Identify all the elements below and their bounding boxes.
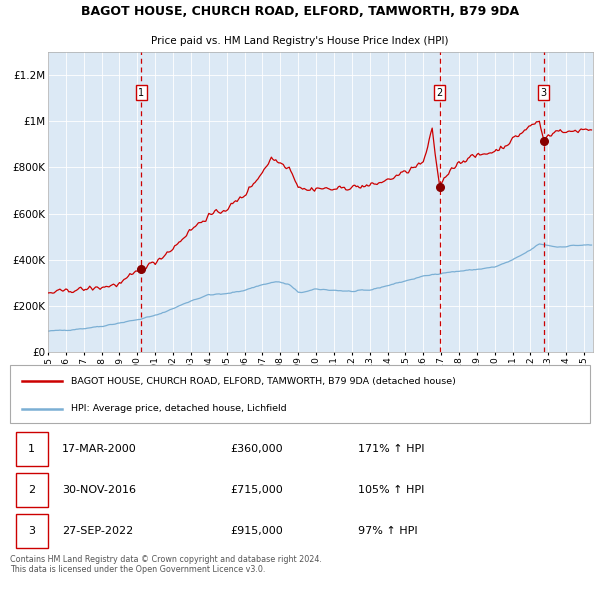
Text: £715,000: £715,000 bbox=[230, 485, 283, 495]
Text: £360,000: £360,000 bbox=[230, 444, 283, 454]
Text: 2: 2 bbox=[28, 485, 35, 495]
Text: BAGOT HOUSE, CHURCH ROAD, ELFORD, TAMWORTH, B79 9DA: BAGOT HOUSE, CHURCH ROAD, ELFORD, TAMWOR… bbox=[81, 5, 519, 18]
Text: £915,000: £915,000 bbox=[230, 526, 283, 536]
Text: Price paid vs. HM Land Registry's House Price Index (HPI): Price paid vs. HM Land Registry's House … bbox=[151, 35, 449, 45]
Text: BAGOT HOUSE, CHURCH ROAD, ELFORD, TAMWORTH, B79 9DA (detached house): BAGOT HOUSE, CHURCH ROAD, ELFORD, TAMWOR… bbox=[71, 377, 456, 386]
Text: 3: 3 bbox=[541, 87, 547, 97]
Text: 1: 1 bbox=[138, 87, 144, 97]
FancyBboxPatch shape bbox=[16, 473, 48, 507]
Text: 27-SEP-2022: 27-SEP-2022 bbox=[62, 526, 133, 536]
Text: 171% ↑ HPI: 171% ↑ HPI bbox=[358, 444, 425, 454]
Text: 17-MAR-2000: 17-MAR-2000 bbox=[62, 444, 137, 454]
Text: 30-NOV-2016: 30-NOV-2016 bbox=[62, 485, 136, 495]
Text: 3: 3 bbox=[28, 526, 35, 536]
Text: 1: 1 bbox=[28, 444, 35, 454]
FancyBboxPatch shape bbox=[10, 365, 590, 423]
Text: Contains HM Land Registry data © Crown copyright and database right 2024.
This d: Contains HM Land Registry data © Crown c… bbox=[10, 555, 322, 575]
FancyBboxPatch shape bbox=[16, 514, 48, 548]
Text: 105% ↑ HPI: 105% ↑ HPI bbox=[358, 485, 424, 495]
Text: 2: 2 bbox=[437, 87, 443, 97]
FancyBboxPatch shape bbox=[16, 432, 48, 466]
Text: 97% ↑ HPI: 97% ↑ HPI bbox=[358, 526, 418, 536]
Text: HPI: Average price, detached house, Lichfield: HPI: Average price, detached house, Lich… bbox=[71, 404, 287, 413]
